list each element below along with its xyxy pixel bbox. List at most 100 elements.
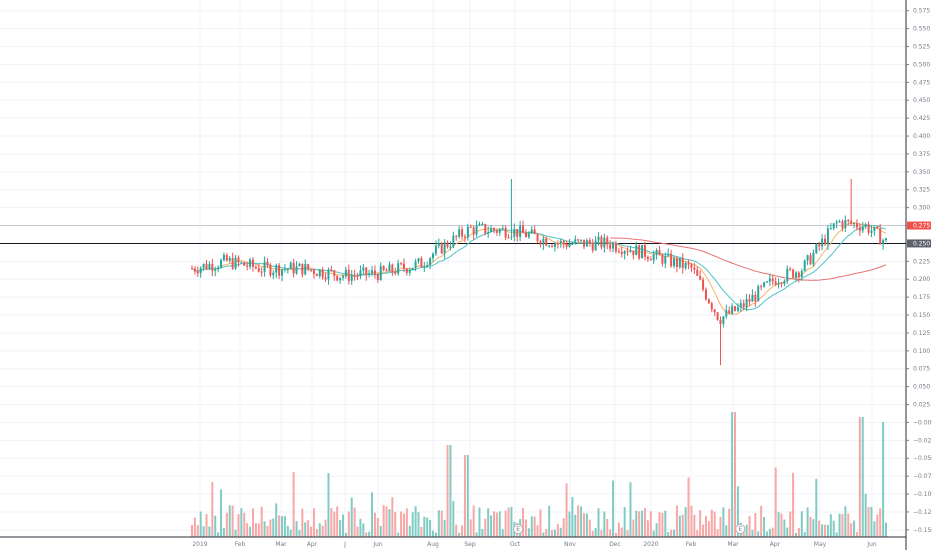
candle-body — [199, 267, 202, 274]
candle-body — [266, 261, 269, 265]
candle-body — [690, 264, 693, 268]
volume-bar — [713, 511, 716, 537]
volume-bar — [240, 508, 243, 537]
candle-body — [829, 228, 832, 230]
candle-body — [777, 283, 780, 285]
candle-body — [583, 239, 586, 247]
volume-bar — [829, 514, 832, 537]
volume-bar — [614, 532, 617, 537]
volume-bar — [397, 532, 400, 537]
volume-bar — [289, 529, 292, 537]
candle-body — [687, 262, 690, 265]
volume-bar — [707, 521, 710, 537]
volume-bar — [702, 524, 705, 537]
candle-body — [495, 230, 498, 233]
x-tick-label: May — [814, 541, 827, 548]
volume-bar — [530, 516, 533, 537]
volume-bar — [641, 510, 644, 537]
candle-body — [742, 303, 745, 308]
volume-bar — [217, 532, 220, 537]
candle-body — [225, 254, 228, 261]
volume-bar — [275, 503, 278, 537]
volume-bar — [321, 525, 324, 537]
volume-bar — [861, 417, 864, 537]
volume-bar — [606, 519, 609, 537]
candle-body — [530, 229, 533, 234]
candle-body — [835, 221, 838, 224]
volume-bar — [487, 508, 490, 537]
volume-bar — [449, 445, 452, 537]
volume-bar — [193, 517, 196, 537]
volume-bar — [330, 508, 333, 537]
candle-body — [797, 272, 800, 278]
candle-body — [542, 238, 545, 245]
candle-body — [466, 226, 469, 238]
candle-body — [344, 269, 347, 277]
volume-bar — [806, 507, 809, 537]
volume-bar — [336, 506, 339, 537]
volume-bar — [551, 529, 554, 537]
candle-body — [327, 269, 330, 280]
price-tick-label: 0.075 — [913, 366, 930, 373]
candle-body — [873, 226, 876, 231]
candle-body — [211, 264, 214, 271]
volume-bar — [318, 523, 321, 537]
price-tick-label: −0.100 — [913, 491, 932, 498]
volume-bar — [423, 516, 426, 537]
volume-bar — [466, 455, 469, 537]
volume-bar — [629, 482, 632, 537]
candle-body — [379, 266, 382, 281]
price-tick-label: 0.575 — [913, 8, 930, 15]
x-tick-label: Dec — [609, 541, 621, 548]
candle-body — [670, 253, 673, 267]
volume-bar — [809, 516, 812, 537]
candle-body — [408, 269, 411, 273]
volume-bar — [548, 505, 551, 537]
candle-body — [400, 263, 403, 265]
candle-body — [490, 228, 493, 232]
candle-body — [414, 261, 417, 268]
candle-body — [191, 268, 193, 270]
volume-bar — [408, 525, 411, 537]
candle-body — [751, 294, 754, 302]
candle-body — [362, 267, 365, 271]
volume-bar — [734, 412, 737, 537]
candle-body — [301, 263, 304, 275]
candle-body — [251, 259, 254, 267]
price-tag-label: 0.275 — [913, 223, 930, 230]
candle-body — [475, 225, 478, 235]
candle-body — [864, 224, 867, 227]
candle-body — [487, 231, 490, 234]
candle-body — [780, 283, 783, 285]
candle-body — [800, 270, 803, 278]
x-tick-label: Mar — [727, 541, 739, 548]
candle-body — [661, 255, 664, 264]
candle-body — [818, 244, 821, 247]
volume-bar — [623, 507, 626, 537]
candle-body — [710, 303, 713, 310]
volume-bar — [588, 519, 591, 537]
volume-bar — [620, 527, 623, 537]
volume-bar — [281, 516, 284, 537]
volume-bar — [597, 508, 600, 537]
volume-bar — [304, 522, 307, 537]
candle-body — [731, 306, 734, 314]
volume-bar — [272, 518, 275, 537]
candle-body — [667, 253, 670, 256]
price-tick-label: −0.125 — [913, 509, 932, 516]
volume-bar — [452, 500, 455, 537]
candle-body — [501, 227, 504, 230]
candle-body — [350, 275, 353, 281]
candle-body — [376, 274, 379, 281]
volume-bar — [251, 508, 254, 537]
volume-bar — [490, 515, 493, 537]
candle-body — [734, 306, 737, 311]
candle-body — [330, 269, 333, 271]
volume-bar — [315, 529, 318, 537]
volume-bar — [675, 505, 678, 537]
candle-body — [580, 239, 583, 241]
candle-body — [449, 246, 452, 248]
volume-bar — [600, 529, 603, 537]
candle-body — [405, 268, 408, 273]
volume-bar — [765, 531, 768, 537]
